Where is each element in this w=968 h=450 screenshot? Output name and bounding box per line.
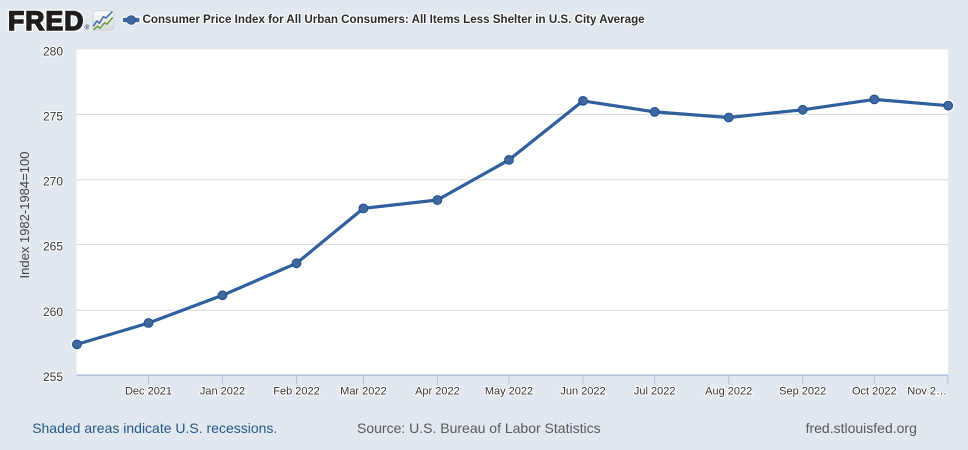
svg-text:®: ® — [85, 24, 90, 32]
svg-text:Jun 2022: Jun 2022 — [560, 386, 605, 398]
svg-text:Sep 2022: Sep 2022 — [779, 386, 826, 398]
svg-text:fred.stlouisfed.org: fred.stlouisfed.org — [806, 420, 917, 436]
svg-text:255: 255 — [43, 370, 63, 384]
svg-text:FRED: FRED — [8, 6, 85, 36]
svg-text:270: 270 — [43, 175, 63, 189]
svg-text:265: 265 — [43, 240, 63, 254]
svg-text:Feb 2022: Feb 2022 — [273, 386, 319, 398]
svg-text:Jul 2022: Jul 2022 — [634, 386, 676, 398]
svg-text:Jan 2022: Jan 2022 — [200, 386, 245, 398]
svg-text:May 2022: May 2022 — [485, 386, 533, 398]
svg-text:Dec 2021: Dec 2021 — [125, 386, 172, 398]
svg-text:Mar 2022: Mar 2022 — [340, 386, 386, 398]
svg-text:Source: U.S. Bureau of Labor S: Source: U.S. Bureau of Labor Statistics — [357, 420, 601, 436]
svg-text:FRED: FRED — [8, 6, 85, 36]
svg-text:Aug 2022: Aug 2022 — [705, 386, 752, 398]
svg-text:Nov 2…: Nov 2… — [907, 386, 947, 398]
svg-text:260: 260 — [43, 305, 63, 319]
svg-text:Shaded areas indicate U.S. rec: Shaded areas indicate U.S. recessions. — [32, 420, 277, 436]
svg-text:Consumer Price Index for All U: Consumer Price Index for All Urban Consu… — [143, 13, 646, 26]
svg-text:Oct 2022: Oct 2022 — [852, 386, 897, 398]
svg-text:Index 1982-1984=100: Index 1982-1984=100 — [17, 152, 32, 279]
svg-text:Apr 2022: Apr 2022 — [415, 386, 460, 398]
svg-text:280: 280 — [43, 44, 63, 58]
svg-text:275: 275 — [43, 110, 63, 124]
